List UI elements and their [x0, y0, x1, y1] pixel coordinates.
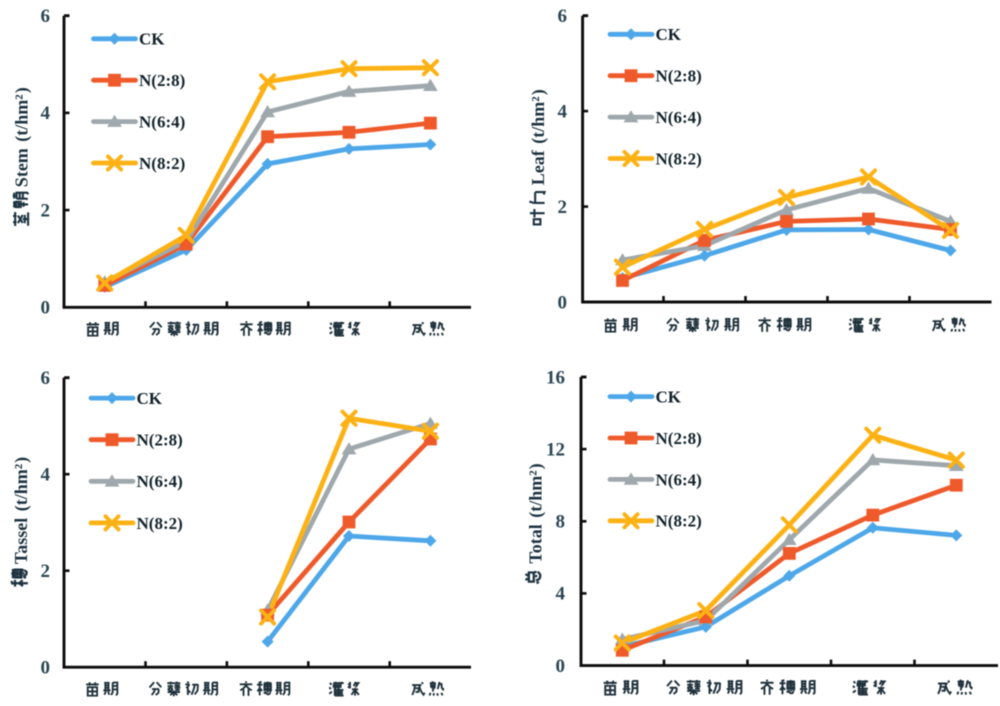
svg-text:0: 0	[41, 298, 51, 319]
svg-text:16: 16	[546, 367, 565, 388]
svg-text:N(2:8): N(2:8)	[137, 431, 183, 450]
svg-text:N(6:4): N(6:4)	[139, 113, 185, 132]
svg-text:CK: CK	[139, 30, 165, 49]
svg-text:2: 2	[558, 197, 568, 218]
svg-text:CK: CK	[137, 389, 163, 408]
svg-text:6: 6	[558, 6, 568, 27]
svg-text:8: 8	[556, 512, 566, 533]
svg-text:Stem (t/hm²): Stem (t/hm²)	[11, 87, 32, 187]
svg-text:Leaf (t/hm²): Leaf (t/hm²)	[528, 89, 549, 185]
svg-text:N(2:8): N(2:8)	[656, 67, 702, 86]
svg-text:6: 6	[41, 368, 51, 389]
svg-text:N(6:4): N(6:4)	[656, 108, 702, 127]
svg-text:Tassel (t/hm²): Tassel (t/hm²)	[11, 457, 32, 564]
svg-text:2: 2	[41, 200, 51, 221]
svg-text:2: 2	[41, 561, 51, 582]
svg-text:4: 4	[41, 103, 51, 124]
svg-text:0: 0	[41, 658, 51, 679]
svg-text:4: 4	[558, 101, 568, 122]
svg-text:N(8:2): N(8:2)	[137, 514, 183, 533]
svg-text:CK: CK	[656, 25, 682, 44]
svg-text:N(2:8): N(2:8)	[656, 429, 702, 448]
svg-text:N(8:2): N(8:2)	[656, 512, 702, 531]
svg-text:0: 0	[556, 656, 566, 677]
svg-text:N(8:2): N(8:2)	[656, 149, 702, 168]
svg-text:Total (t/hm²): Total (t/hm²)	[525, 463, 546, 563]
svg-text:CK: CK	[656, 388, 682, 407]
svg-text:6: 6	[41, 6, 51, 27]
svg-text:0: 0	[558, 292, 568, 313]
svg-text:N(8:2): N(8:2)	[139, 154, 185, 173]
svg-text:N(2:8): N(2:8)	[139, 71, 185, 90]
svg-text:N(6:4): N(6:4)	[656, 470, 702, 489]
svg-text:4: 4	[41, 465, 51, 486]
svg-text:N(6:4): N(6:4)	[137, 472, 183, 491]
svg-text:4: 4	[556, 584, 566, 605]
svg-text:12: 12	[546, 439, 565, 460]
